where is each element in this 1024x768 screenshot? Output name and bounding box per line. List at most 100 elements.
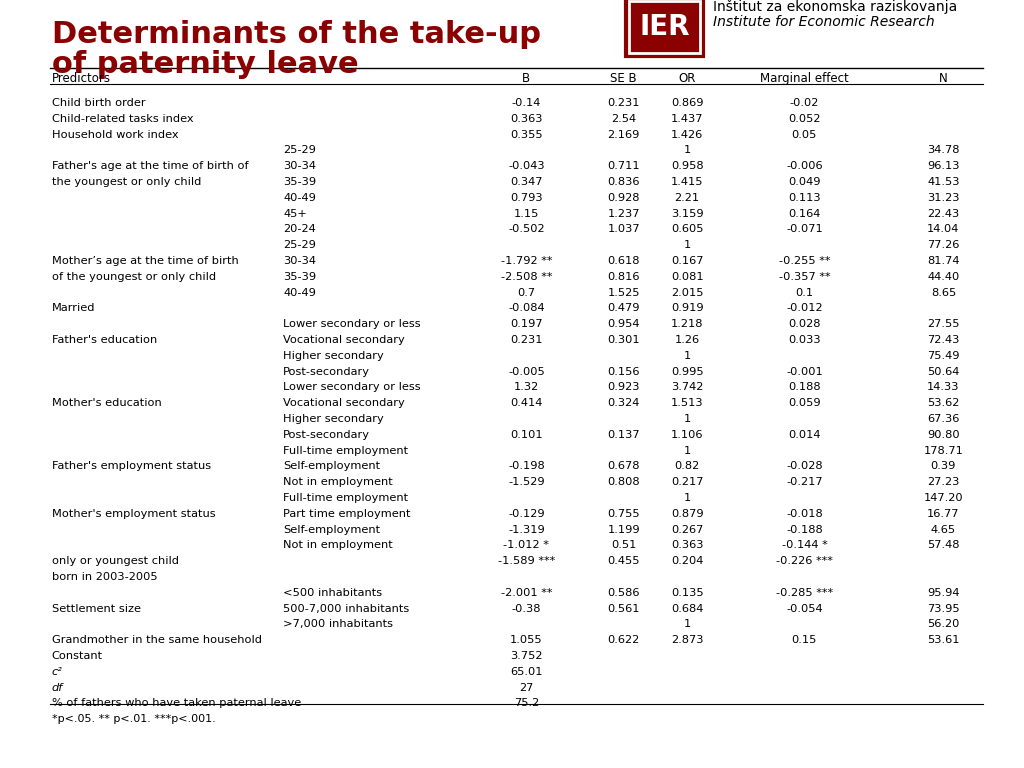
- Text: 0.197: 0.197: [510, 319, 543, 329]
- Text: 16.77: 16.77: [927, 508, 959, 519]
- Text: -0.012: -0.012: [786, 303, 822, 313]
- Text: 0.879: 0.879: [671, 508, 703, 519]
- Text: 0.919: 0.919: [671, 303, 703, 313]
- Text: -0.226 ***: -0.226 ***: [776, 556, 833, 566]
- Text: 0.167: 0.167: [671, 256, 703, 266]
- Text: 0.014: 0.014: [788, 430, 820, 440]
- Text: 0.954: 0.954: [607, 319, 640, 329]
- Text: -0.071: -0.071: [786, 224, 822, 234]
- Text: 0.059: 0.059: [788, 398, 820, 409]
- Text: 30-34: 30-34: [283, 161, 316, 171]
- Text: 30-34: 30-34: [283, 256, 316, 266]
- Text: 3.159: 3.159: [671, 209, 703, 219]
- Text: 0.561: 0.561: [607, 604, 640, 614]
- Text: OR: OR: [679, 72, 696, 85]
- Text: 0.081: 0.081: [671, 272, 703, 282]
- Text: Vocational secondary: Vocational secondary: [283, 335, 404, 345]
- Text: % of fathers who have taken paternal leave: % of fathers who have taken paternal lea…: [51, 698, 301, 708]
- Text: -0.02: -0.02: [790, 98, 819, 108]
- Text: 1.15: 1.15: [514, 209, 539, 219]
- Text: 57.48: 57.48: [927, 541, 959, 551]
- Text: *p<.05. ** p<.01. ***p<.001.: *p<.05. ** p<.01. ***p<.001.: [51, 714, 215, 724]
- Text: 96.13: 96.13: [927, 161, 959, 171]
- Text: 0.028: 0.028: [788, 319, 820, 329]
- Text: 1: 1: [684, 414, 691, 424]
- FancyBboxPatch shape: [626, 0, 703, 56]
- Text: 0.622: 0.622: [607, 635, 640, 645]
- Text: -0.005: -0.005: [508, 366, 545, 376]
- Text: 20-24: 20-24: [283, 224, 315, 234]
- Text: Full-time employment: Full-time employment: [283, 493, 409, 503]
- Text: Post-secondary: Post-secondary: [283, 366, 370, 376]
- Text: 147.20: 147.20: [924, 493, 964, 503]
- Text: 41.53: 41.53: [927, 177, 959, 187]
- Text: Self-employment: Self-employment: [283, 462, 380, 472]
- Text: 0.033: 0.033: [788, 335, 820, 345]
- Text: 1: 1: [684, 240, 691, 250]
- Text: 0.1: 0.1: [796, 287, 813, 297]
- Text: -1.012 *: -1.012 *: [504, 541, 549, 551]
- Text: Lower secondary or less: Lower secondary or less: [283, 382, 421, 392]
- Text: 0.301: 0.301: [607, 335, 640, 345]
- Text: -0.357 **: -0.357 **: [778, 272, 830, 282]
- Text: Predictors: Predictors: [51, 72, 111, 85]
- Text: Determinants of the take-up: Determinants of the take-up: [51, 20, 541, 49]
- Text: 0.82: 0.82: [675, 462, 699, 472]
- Text: 1: 1: [684, 620, 691, 630]
- Text: 1.037: 1.037: [607, 224, 640, 234]
- Text: 0.05: 0.05: [792, 130, 817, 140]
- Text: 0.684: 0.684: [671, 604, 703, 614]
- Text: -1.589 ***: -1.589 ***: [498, 556, 555, 566]
- Text: Not in employment: Not in employment: [283, 477, 393, 487]
- Text: 77.26: 77.26: [927, 240, 959, 250]
- Text: -0.255 **: -0.255 **: [778, 256, 830, 266]
- Text: c²: c²: [51, 667, 62, 677]
- Text: Child-related tasks index: Child-related tasks index: [51, 114, 194, 124]
- Text: 53.62: 53.62: [927, 398, 959, 409]
- Text: 35-39: 35-39: [283, 272, 316, 282]
- Text: 1.199: 1.199: [607, 525, 640, 535]
- Text: 0.869: 0.869: [671, 98, 703, 108]
- Text: 1.106: 1.106: [671, 430, 703, 440]
- Text: Married: Married: [51, 303, 95, 313]
- Text: 0.156: 0.156: [607, 366, 640, 376]
- Text: born in 2003-2005: born in 2003-2005: [51, 572, 158, 582]
- Text: 0.347: 0.347: [510, 177, 543, 187]
- Text: 75.2: 75.2: [514, 698, 539, 708]
- Text: Self-employment: Self-employment: [283, 525, 380, 535]
- Text: -0.001: -0.001: [786, 366, 822, 376]
- Text: Not in employment: Not in employment: [283, 541, 393, 551]
- Text: 75.49: 75.49: [927, 351, 959, 361]
- Text: 27: 27: [519, 683, 534, 693]
- Text: 178.71: 178.71: [924, 445, 964, 455]
- Text: 0.711: 0.711: [607, 161, 640, 171]
- Text: -0.502: -0.502: [508, 224, 545, 234]
- Text: Father's education: Father's education: [51, 335, 157, 345]
- Text: the youngest or only child: the youngest or only child: [51, 177, 201, 187]
- Text: Full-time employment: Full-time employment: [283, 445, 409, 455]
- Text: 0.605: 0.605: [671, 224, 703, 234]
- Text: >7,000 inhabitants: >7,000 inhabitants: [283, 620, 393, 630]
- Text: 65.01: 65.01: [510, 667, 543, 677]
- Text: SE B: SE B: [610, 72, 637, 85]
- Text: 90.80: 90.80: [927, 430, 959, 440]
- Text: 3.742: 3.742: [671, 382, 703, 392]
- Text: -0.129: -0.129: [508, 508, 545, 519]
- Text: 22.43: 22.43: [928, 209, 959, 219]
- Text: of paternity leave: of paternity leave: [51, 50, 358, 79]
- Text: -0.084: -0.084: [508, 303, 545, 313]
- Text: 0.052: 0.052: [788, 114, 820, 124]
- Text: 14.33: 14.33: [927, 382, 959, 392]
- Text: Settlement size: Settlement size: [51, 604, 140, 614]
- Text: 44.40: 44.40: [928, 272, 959, 282]
- Text: 0.755: 0.755: [607, 508, 640, 519]
- Text: 0.135: 0.135: [671, 588, 703, 598]
- Text: Higher secondary: Higher secondary: [283, 414, 384, 424]
- Text: Father's age at the time of birth of: Father's age at the time of birth of: [51, 161, 248, 171]
- Text: 1.237: 1.237: [607, 209, 640, 219]
- Text: -0.285 ***: -0.285 ***: [776, 588, 833, 598]
- Text: 0.217: 0.217: [671, 477, 703, 487]
- Text: 81.74: 81.74: [927, 256, 959, 266]
- Text: 95.94: 95.94: [927, 588, 959, 598]
- Text: 0.995: 0.995: [671, 366, 703, 376]
